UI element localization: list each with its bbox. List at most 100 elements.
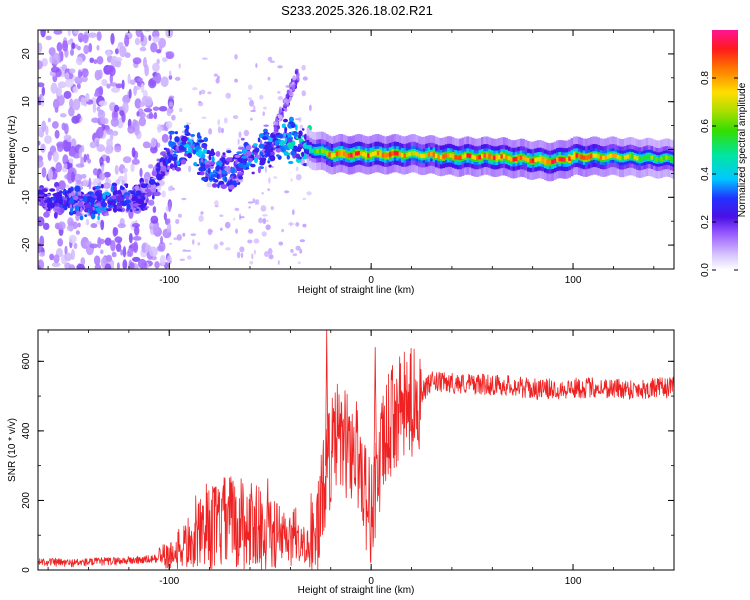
spectrogram-band	[437, 154, 441, 159]
spectrogram-speckle	[64, 72, 70, 79]
spectrogram-speckle	[114, 236, 123, 244]
spectrogram-band	[621, 155, 625, 161]
spectrogram-blob	[151, 170, 158, 177]
spectrogram-blob	[286, 154, 290, 160]
spectrogram-speckle	[220, 127, 224, 134]
spectrogram-speckle	[114, 48, 119, 55]
spectrogram-speckle	[55, 161, 62, 173]
spectrogram-band	[529, 158, 533, 163]
spectrogram-band	[321, 148, 324, 153]
spectrogram-blob	[116, 195, 123, 202]
snr-ylabel: SNR (10 * v/v)	[7, 418, 18, 482]
spectrogram-speckle	[140, 32, 144, 42]
spectrogram-blob	[59, 200, 63, 206]
spectrogram-blob	[287, 138, 293, 143]
spectrogram-speckle	[75, 163, 85, 168]
spectrogram-speckle	[127, 125, 135, 134]
spectrogram-speckle	[166, 222, 172, 235]
spectrogram-blob	[276, 154, 280, 157]
spectrogram-blob	[73, 196, 79, 200]
spectrogram-band	[459, 155, 462, 160]
spectrogram-speckle	[89, 141, 97, 149]
spectrogram-speckle	[136, 111, 140, 117]
spectrogram-speckle	[302, 197, 306, 201]
spectrogram-blob	[146, 190, 152, 197]
spectrogram-speckle	[247, 84, 253, 90]
spectrogram-blob	[120, 200, 128, 207]
spectrogram-band	[602, 155, 605, 161]
spectrogram-band	[464, 153, 467, 158]
spectrogram-speckle	[219, 241, 224, 246]
spectrogram-band	[369, 152, 373, 158]
spectrogram-speckle	[249, 260, 254, 265]
spectrogram-speckle	[75, 56, 83, 66]
spectrogram-band	[609, 153, 613, 158]
spectrogram-speckle	[302, 76, 308, 81]
spectrogram-speckle	[112, 130, 119, 136]
spectrogram-speckle	[160, 76, 169, 88]
spectrogram-blob	[84, 203, 92, 209]
spectrogram-band	[638, 156, 642, 162]
spectrogram-blob	[80, 207, 83, 213]
spectrogram-speckle	[198, 100, 202, 104]
spectrogram-blob	[180, 159, 187, 165]
spectrogram-blob	[218, 180, 225, 186]
spectrogram-blob	[168, 130, 176, 135]
spectrogram-blob	[131, 207, 136, 211]
spectrogram-band	[417, 153, 421, 158]
spectrogram-speckle	[47, 168, 54, 181]
spectrogram-band	[425, 153, 429, 158]
spectrogram-speckle	[131, 158, 140, 165]
spectrogram-band	[376, 151, 380, 156]
spectrogram-speckle	[262, 111, 265, 117]
spectrogram-band	[614, 153, 618, 159]
spectrogram-speckle	[225, 247, 231, 251]
spectrogram-speckle	[258, 217, 263, 224]
spectrogram-speckle	[81, 173, 87, 179]
colorbar-ticks: 0.0 0.2 0.4 0.6 0.8	[700, 71, 738, 277]
spectrogram-blob	[224, 176, 228, 183]
spectrogram-blob	[227, 168, 231, 175]
spectrogram-speckle	[88, 43, 93, 53]
spectrogram-blob	[169, 141, 177, 147]
spectrogram-blob	[233, 174, 237, 179]
spectrogram-band	[427, 152, 431, 157]
spectrogram-speckle	[71, 42, 76, 50]
spectrogram-blob	[250, 154, 254, 158]
spectrogram-speckle	[134, 37, 141, 46]
spectrogram-band	[325, 151, 329, 156]
spectrogram-speckle	[165, 30, 170, 38]
spectrogram-blob	[197, 171, 201, 176]
spectrogram-speckle	[38, 216, 45, 227]
spectrogram-blob	[160, 165, 167, 172]
spectrogram-blob	[184, 131, 188, 135]
spectrogram-speckle	[85, 92, 90, 103]
spectrogram-speckle	[299, 124, 304, 130]
spectrogram-band	[653, 156, 656, 161]
spectrogram-blob	[176, 160, 180, 166]
spectrogram-speckle	[148, 164, 154, 169]
spectrogram-speckle	[162, 57, 168, 63]
snr-panel: -100 0 100 0 200 400 600 Height of straight li…	[7, 329, 675, 596]
spectrogram-speckle	[65, 78, 74, 88]
spectrogram-band	[333, 152, 336, 158]
spectrogram-blob	[235, 158, 238, 165]
spectrogram-band	[507, 155, 511, 161]
spectrogram-speckle	[129, 79, 136, 85]
spectrogram-band	[439, 154, 443, 160]
spectrogram-speckle	[265, 224, 271, 231]
spectrogram-band	[306, 144, 310, 150]
spectrogram-blob	[291, 84, 295, 89]
spectrogram-blob	[268, 137, 273, 143]
spectrogram-speckle	[152, 223, 159, 234]
spectrogram-speckle	[247, 201, 254, 204]
spectrogram-blob	[228, 184, 235, 190]
spectrogram-speckle	[80, 257, 86, 266]
spectrogram-speckle	[291, 209, 295, 216]
y-tick-label: 20	[21, 48, 32, 60]
spectrogram-speckle	[109, 82, 118, 87]
spectrogram-blob	[278, 109, 282, 114]
spectrogram-blob	[138, 204, 144, 208]
spectrogram-blob	[246, 162, 252, 165]
spectrogram-blob	[282, 118, 288, 123]
